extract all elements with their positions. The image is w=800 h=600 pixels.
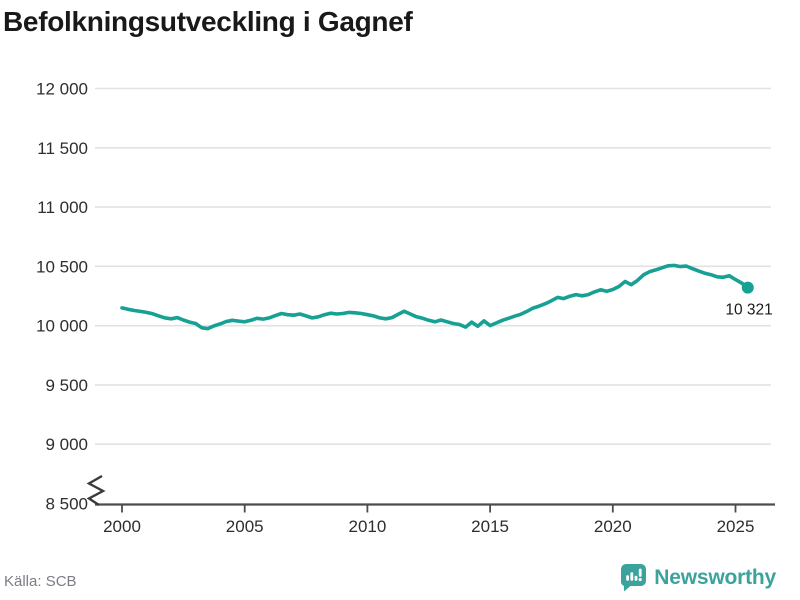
x-axis-tick-label: 2005 — [226, 517, 264, 536]
y-axis-tick-label: 11 000 — [37, 198, 88, 217]
y-axis-tick-label: 10 000 — [36, 317, 88, 336]
newsworthy-logo: Newsworthy — [620, 563, 776, 592]
newsworthy-bubble-chart-icon — [621, 564, 647, 592]
population-line — [120, 263, 750, 331]
x-axis-tick-label: 2025 — [717, 517, 755, 536]
chart-title: Befolkningsutveckling i Gagnef — [3, 6, 413, 37]
x-axis-tick-label: 2015 — [471, 517, 509, 536]
x-axis-tick-label: 2010 — [348, 517, 386, 536]
end-value-label: 10 321 — [725, 302, 772, 319]
x-axis-tick-label: 2000 — [103, 517, 141, 536]
source-credit: Källa: SCB — [4, 573, 77, 590]
y-axis-tick-label: 9 500 — [45, 376, 88, 395]
newsworthy-wordmark: Newsworthy — [654, 565, 776, 589]
x-axis-tick-label: 2020 — [594, 517, 632, 536]
axis-break-icon — [86, 474, 106, 507]
y-axis-tick-label: 10 500 — [36, 257, 88, 276]
y-axis-tick-label: 12 000 — [36, 80, 88, 99]
y-axis-tick-label: 8 500 — [45, 495, 88, 514]
end-point-dot — [741, 281, 754, 294]
y-axis-tick-label: 9 000 — [45, 435, 88, 454]
y-axis-tick-label: 11 500 — [37, 139, 88, 158]
